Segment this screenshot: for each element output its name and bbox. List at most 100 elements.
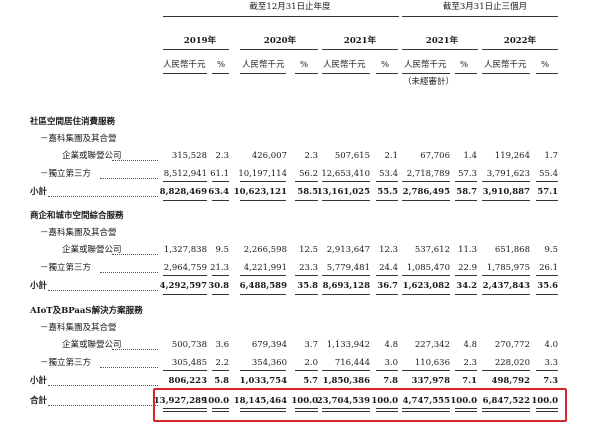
pct-cell: 21.3 bbox=[210, 263, 229, 273]
pct-cell: 4.8 bbox=[463, 340, 477, 350]
amount-cell: 498,792 bbox=[491, 376, 530, 386]
pct-cell: 2.3 bbox=[463, 358, 477, 368]
amount-cell: 110,636 bbox=[414, 358, 450, 368]
amount-cell: 4,221,991 bbox=[243, 263, 287, 273]
related-party-label-2: 企業或聯營公司 bbox=[62, 245, 122, 255]
pct-cell: 2.3 bbox=[304, 151, 318, 161]
related-party-label: －嘉科集團及其合營 bbox=[40, 134, 117, 144]
unit-pct: % bbox=[300, 60, 309, 70]
amount-cell: 1,133,942 bbox=[326, 340, 370, 350]
amount-cell: 1,623,082 bbox=[402, 281, 450, 291]
unit-pct: % bbox=[217, 60, 226, 70]
pct-cell: 7.3 bbox=[543, 376, 558, 386]
pct-cell: 100.0 bbox=[371, 396, 398, 406]
year-2022-q: 2022年 bbox=[503, 36, 537, 46]
pct-cell: 2.0 bbox=[304, 358, 318, 368]
amount-cell: 315,528 bbox=[171, 151, 207, 161]
amount-cell: 806,223 bbox=[168, 376, 207, 386]
amount-cell: 679,394 bbox=[251, 340, 287, 350]
pct-cell: 26.1 bbox=[539, 263, 558, 273]
pct-cell: 58.7 bbox=[456, 187, 477, 197]
subtotal-label: 小計 bbox=[30, 187, 48, 197]
unit-pct: % bbox=[460, 60, 469, 70]
amount-cell: 354,360 bbox=[251, 358, 287, 368]
pct-cell: 5.7 bbox=[303, 376, 318, 386]
pct-cell: 57.3 bbox=[458, 169, 477, 179]
pct-cell: 34.2 bbox=[456, 281, 477, 291]
pct-cell: 4.8 bbox=[384, 340, 398, 350]
amount-cell: 537,612 bbox=[414, 245, 450, 255]
amount-cell: 18,145,464 bbox=[233, 396, 287, 406]
section-title: 社區空間居住消費服務 bbox=[30, 117, 116, 127]
amount-cell: 6,847,522 bbox=[482, 396, 530, 406]
pct-cell: 35.8 bbox=[297, 281, 318, 291]
independent-third-party-label: －獨立第三方 bbox=[40, 263, 92, 273]
year-2021-q: 2021年 bbox=[425, 36, 459, 46]
amount-cell: 270,772 bbox=[494, 340, 530, 350]
pct-cell: 30.8 bbox=[208, 281, 229, 291]
amount-cell: 2,437,843 bbox=[482, 281, 530, 291]
amount-cell: 3,791,623 bbox=[486, 169, 530, 179]
amount-cell: 13,927,289 bbox=[153, 396, 207, 406]
subtotal-label: 小計 bbox=[30, 281, 48, 291]
amount-cell: 8,828,469 bbox=[159, 187, 207, 197]
amount-cell: 3,910,887 bbox=[482, 187, 530, 197]
pct-cell: 3.7 bbox=[304, 340, 318, 350]
pct-cell: 2.1 bbox=[384, 151, 398, 161]
amount-cell: 6,488,589 bbox=[239, 281, 287, 291]
unit-rmb: 人民幣千元 bbox=[484, 60, 527, 70]
amount-cell: 8,512,941 bbox=[163, 169, 207, 179]
amount-cell: 228,020 bbox=[494, 358, 530, 368]
year-2020: 2020年 bbox=[263, 36, 297, 46]
pct-cell: 23.3 bbox=[299, 263, 318, 273]
amount-cell: 716,444 bbox=[334, 358, 370, 368]
related-party-label-2: 企業或聯營公司 bbox=[62, 151, 122, 161]
pct-cell: 7.1 bbox=[462, 376, 477, 386]
unit-rmb: 人民幣千元 bbox=[404, 60, 447, 70]
amount-cell: 305,485 bbox=[171, 358, 207, 368]
pct-cell: 1.4 bbox=[463, 151, 477, 161]
unit-pct: % bbox=[381, 60, 390, 70]
pct-cell: 57.1 bbox=[537, 187, 558, 197]
pct-cell: 61.1 bbox=[210, 169, 229, 179]
section-title: AIoT及BPaaS解決方案服務 bbox=[30, 306, 143, 316]
unaudited-note: （未經審計） bbox=[403, 77, 455, 87]
pct-cell: 100.0 bbox=[531, 396, 558, 406]
pct-cell: 58.5 bbox=[297, 187, 318, 197]
amount-cell: 119,264 bbox=[494, 151, 530, 161]
amount-cell: 651,868 bbox=[494, 245, 530, 255]
pct-cell: 55.5 bbox=[377, 187, 398, 197]
amount-cell: 2,913,647 bbox=[326, 245, 370, 255]
amount-cell: 1,850,386 bbox=[322, 376, 370, 386]
related-party-label: －嘉科集團及其合營 bbox=[40, 228, 117, 238]
unit-rmb: 人民幣千元 bbox=[242, 60, 285, 70]
amount-cell: 2,964,759 bbox=[163, 263, 207, 273]
pct-cell: 55.4 bbox=[539, 169, 558, 179]
related-party-label: －嘉科集團及其合營 bbox=[40, 323, 117, 333]
amount-cell: 1,085,470 bbox=[406, 263, 450, 273]
pct-cell: 100.0 bbox=[202, 396, 229, 406]
amount-cell: 1,033,754 bbox=[239, 376, 287, 386]
amount-cell: 4,747,555 bbox=[402, 396, 450, 406]
section-title: 商企和城市空間綜合服務 bbox=[30, 211, 124, 221]
subtotal-label: 小計 bbox=[30, 376, 48, 386]
independent-third-party-label: －獨立第三方 bbox=[40, 358, 92, 368]
header-group-year: 截至12月31日止年度 bbox=[249, 2, 331, 12]
pct-cell: 3.3 bbox=[544, 358, 558, 368]
pct-cell: 22.9 bbox=[458, 263, 477, 273]
amount-cell: 227,342 bbox=[414, 340, 450, 350]
pct-cell: 9.5 bbox=[544, 245, 558, 255]
related-party-label-2: 企業或聯營公司 bbox=[62, 340, 122, 350]
pct-cell: 35.6 bbox=[537, 281, 558, 291]
amount-cell: 5,779,481 bbox=[326, 263, 370, 273]
amount-cell: 426,007 bbox=[251, 151, 287, 161]
pct-cell: 63.4 bbox=[208, 187, 229, 197]
amount-cell: 10,197,114 bbox=[238, 169, 287, 179]
pct-cell: 12.3 bbox=[379, 245, 398, 255]
pct-cell: 4.0 bbox=[544, 340, 558, 350]
pct-cell: 9.5 bbox=[215, 245, 229, 255]
pct-cell: 11.3 bbox=[458, 245, 477, 255]
amount-cell: 1,327,838 bbox=[163, 245, 207, 255]
unit-rmb: 人民幣千元 bbox=[323, 60, 366, 70]
